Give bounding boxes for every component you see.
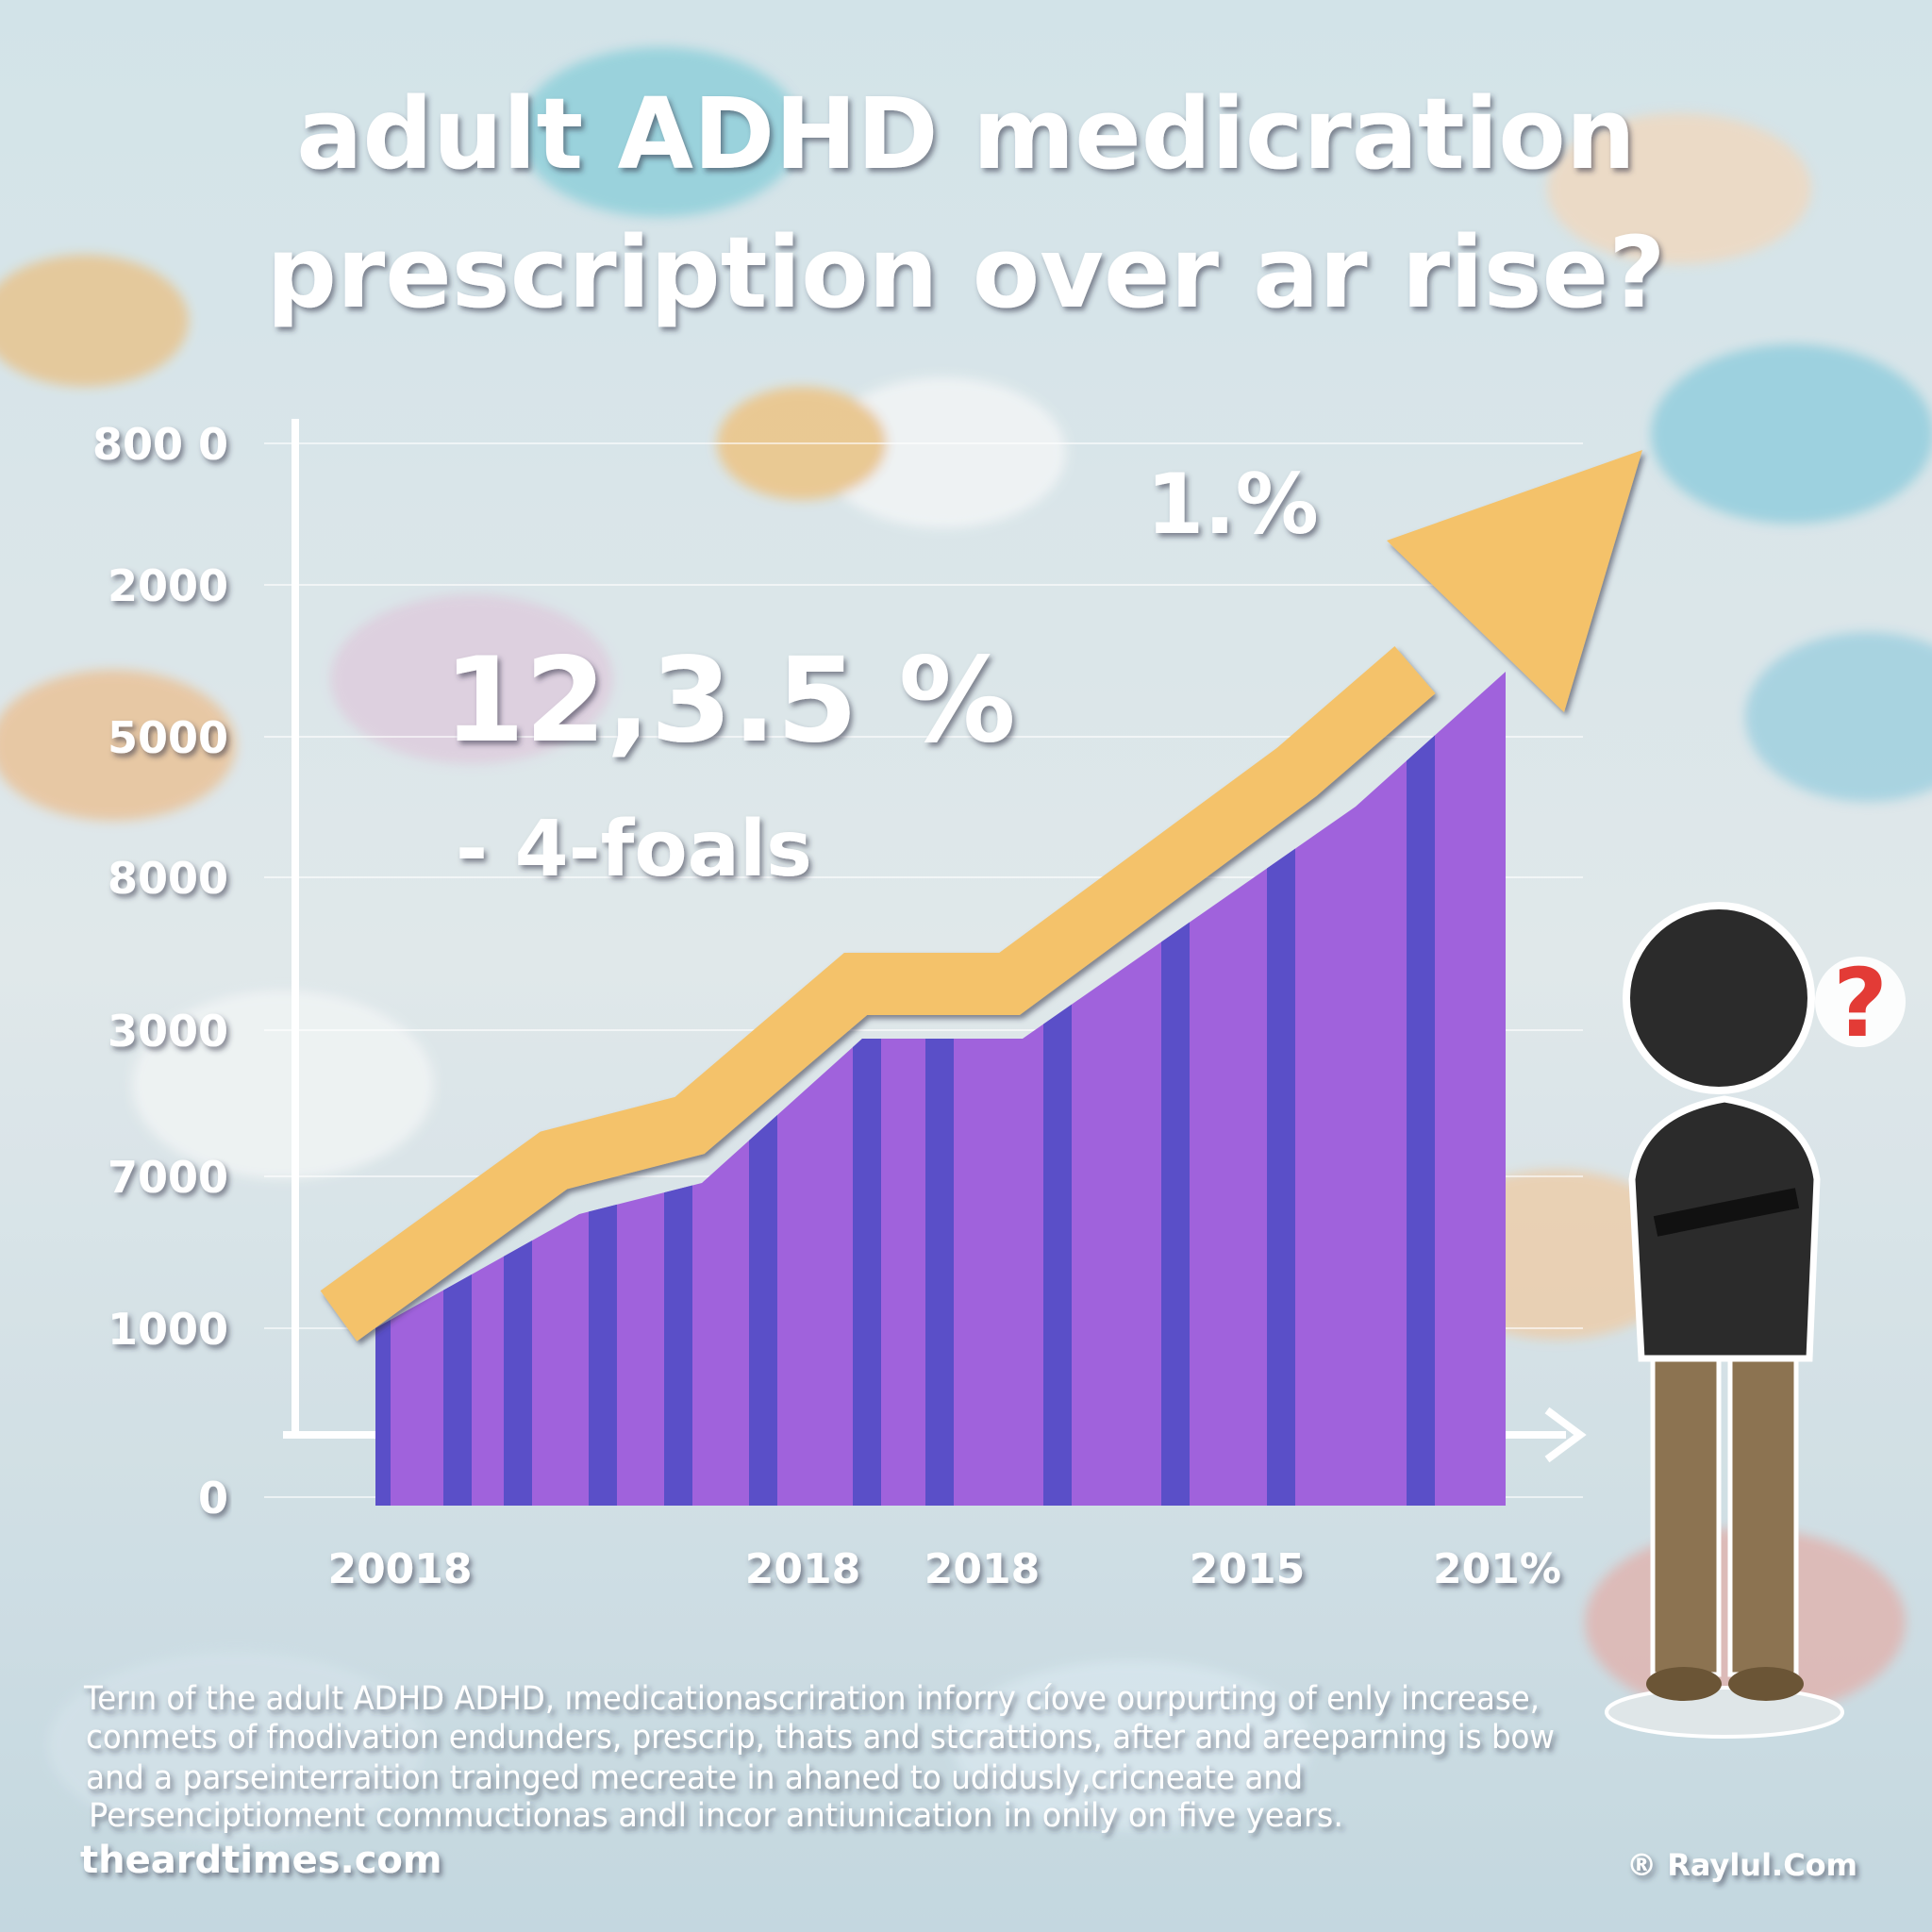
question-mark: ? [1833, 948, 1888, 1058]
title-line: prescription over ar rise? [267, 215, 1666, 330]
body-line: conmets of fnodivation endunders, prescr… [86, 1719, 1555, 1757]
title-line: adult ADHD medicration [296, 76, 1636, 192]
x-label: 20018 [327, 1545, 472, 1593]
y-label: 1000 [108, 1304, 228, 1355]
body-line: Terın of the adult ADHD ADHD, ımedicatio… [83, 1680, 1540, 1718]
credit: ® Raylul.Com [1626, 1847, 1857, 1883]
source: theardtimes.com [80, 1839, 442, 1882]
body-line: and a parseinterraition trainged mecreat… [86, 1759, 1303, 1797]
y-label: 8000 [108, 853, 228, 904]
stripe [1407, 672, 1435, 1506]
y-label: 5000 [108, 712, 228, 763]
x-label: 2018 [924, 1545, 1040, 1593]
body-line: Persenciptioment commuctionas andl incor… [89, 1797, 1343, 1835]
trend-arrow [320, 450, 1642, 1341]
callout-top: 1.% [1146, 456, 1319, 553]
x-label: 2015 [1190, 1545, 1305, 1593]
y-label: 3000 [108, 1006, 228, 1057]
person: ? [1605, 902, 1906, 1739]
y-label: 2000 [108, 560, 228, 611]
callout-sub: - 4-foals [456, 805, 812, 894]
callout-big: 12,3.5 % [443, 633, 1016, 769]
x-axis-arrow [1544, 1407, 1587, 1463]
y-label: 0 [198, 1473, 228, 1524]
texts: adult ADHD medicration prescription over… [80, 76, 1857, 1883]
y-label: 7000 [108, 1152, 228, 1203]
x-label: 201% [1433, 1545, 1561, 1593]
x-label: 2018 [745, 1545, 860, 1593]
y-label: 800 0 [92, 419, 228, 470]
